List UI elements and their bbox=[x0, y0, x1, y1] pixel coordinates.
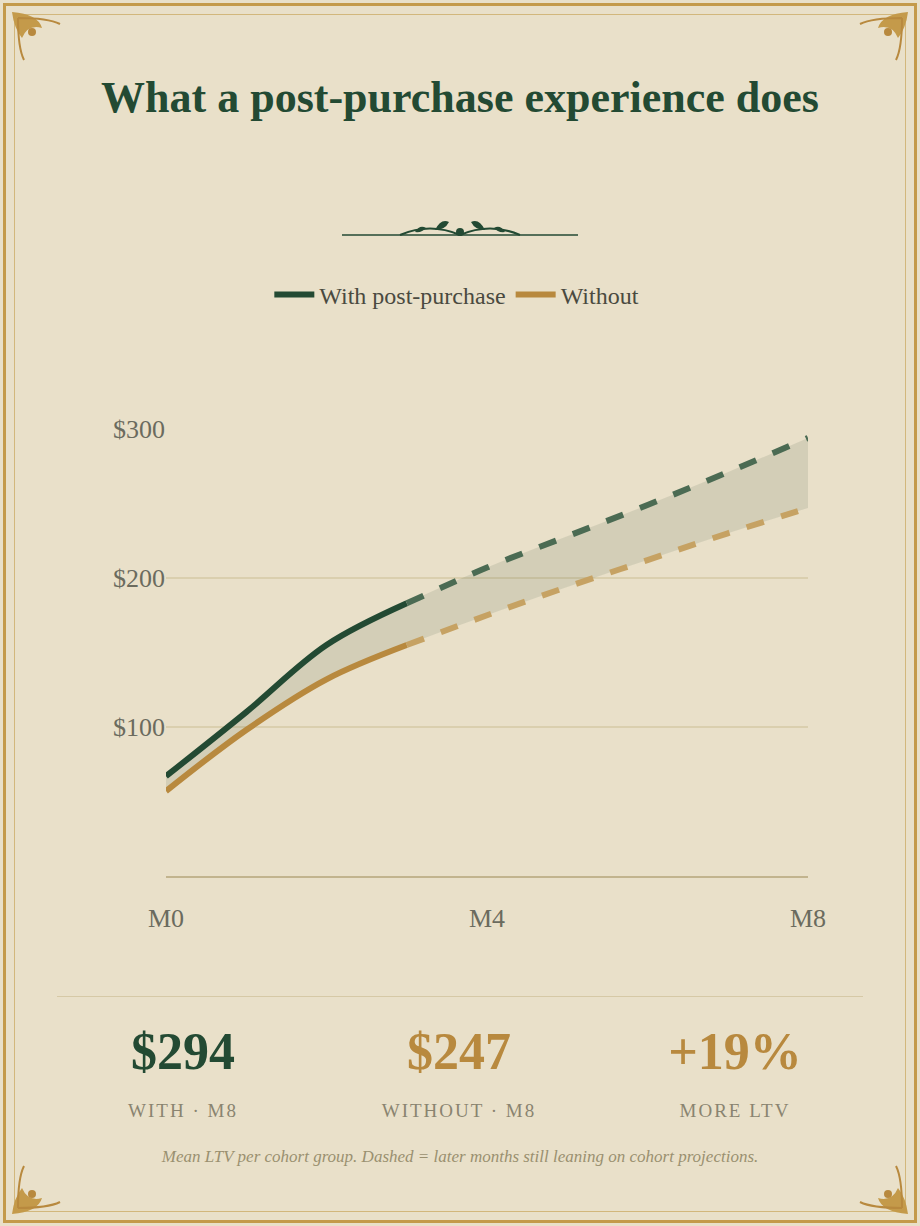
html-text:$294: $294 bbox=[131, 1023, 235, 1080]
svg-text:$200: $200 bbox=[113, 564, 165, 593]
html-text:+19%: +19% bbox=[668, 1023, 802, 1080]
svg-text:$300: $300 bbox=[113, 415, 165, 444]
svg-text:With post-purchase: With post-purchase bbox=[319, 283, 505, 309]
html-text:WITHOUT · M8: WITHOUT · M8 bbox=[381, 1100, 537, 1121]
svg-text:M0: M0 bbox=[148, 904, 184, 933]
svg-text:M8: M8 bbox=[790, 904, 826, 933]
html-text:Mean LTV per cohort group. Das: Mean LTV per cohort group. Dashed = late… bbox=[161, 1147, 759, 1166]
html-text:MORE LTV: MORE LTV bbox=[679, 1100, 791, 1121]
html-text:$247: $247 bbox=[407, 1023, 511, 1080]
svg-text:$100: $100 bbox=[113, 713, 165, 742]
html-text:WITH · M8: WITH · M8 bbox=[128, 1100, 238, 1121]
svg-text:Without: Without bbox=[561, 283, 639, 309]
html-text:What a post-purchase experienc: What a post-purchase experience does bbox=[101, 73, 819, 122]
svg-text:M4: M4 bbox=[469, 904, 505, 933]
